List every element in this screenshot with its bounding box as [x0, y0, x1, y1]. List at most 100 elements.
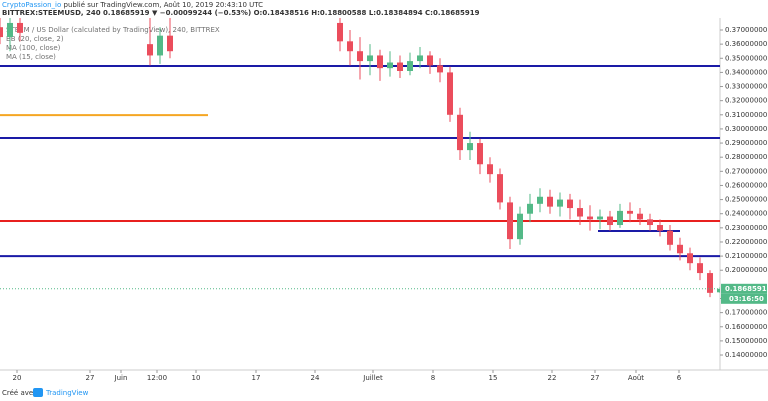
candle-body: [657, 225, 663, 231]
candle-body: [667, 230, 673, 245]
candle-body: [487, 164, 493, 175]
y-tick-label: 0.14000000: [725, 351, 767, 359]
countdown-label: 03:16:50: [729, 295, 764, 303]
x-tick-label: Août: [628, 374, 644, 382]
header-line: CryptoPassion_io publié sur TradingView.…: [2, 1, 263, 9]
candle-body: [637, 213, 643, 220]
candle-body: [337, 22, 343, 42]
last-price-label: 0.18685919: [725, 285, 768, 293]
candle-body: [547, 196, 553, 207]
y-tick-label: 0.33000000: [725, 83, 767, 91]
candle-body: [0, 27, 3, 38]
candle-body: [457, 114, 463, 151]
x-tick-label: 27: [591, 374, 600, 382]
candle-body: [577, 208, 583, 217]
candle-body: [507, 202, 513, 240]
x-tick-label: 10: [192, 374, 201, 382]
candle-body: [167, 35, 173, 52]
y-tick-label: 0.30000000: [725, 125, 767, 133]
y-tick-label: 0.36000000: [725, 40, 767, 48]
candle-body: [717, 288, 720, 293]
x-tick-label: 8: [431, 374, 435, 382]
candle-body: [357, 51, 363, 62]
legend-entry: MA (15, close): [6, 53, 56, 61]
legend-entry: STEEM / US Dollar (calculated by Trading…: [6, 26, 220, 34]
candle-body: [477, 143, 483, 165]
candle-body: [347, 41, 353, 52]
y-tick-label: 0.26000000: [725, 181, 767, 189]
y-tick-label: 0.31000000: [725, 111, 767, 119]
y-tick-label: 0.37000000: [725, 26, 767, 34]
y-tick-label: 0.20000000: [725, 266, 767, 274]
y-tick-label: 0.25000000: [725, 196, 767, 204]
y-tick-label: 0.23000000: [725, 224, 767, 232]
plot: [0, 18, 720, 298]
y-tick-label: 0.28000000: [725, 153, 767, 161]
y-tick-label: 0.29000000: [725, 139, 767, 147]
y-tick-label: 0.32000000: [725, 97, 767, 105]
candle-body: [7, 22, 13, 38]
x-tick-label: 22: [548, 374, 557, 382]
candle-body: [377, 55, 383, 69]
candle-body: [397, 62, 403, 71]
countdown-box: [721, 293, 767, 304]
x-tick-label: 6: [677, 374, 682, 382]
candle-body: [567, 199, 573, 209]
candle-body: [647, 219, 653, 226]
candle-body: [407, 61, 413, 71]
candle-body: [157, 35, 163, 56]
candle-body: [677, 244, 683, 254]
logo-icon: [33, 388, 43, 397]
candle-body: [607, 216, 613, 226]
candle-body: [687, 253, 693, 264]
candle-body: [617, 210, 623, 226]
legend-entry: MA (100, close): [6, 44, 61, 52]
candle-body: [447, 72, 453, 115]
candle-body: [147, 44, 153, 56]
last-price-box: [721, 283, 767, 294]
candle-body: [587, 216, 593, 220]
candle-body: [707, 273, 713, 293]
candle-body: [527, 203, 533, 214]
candle-body: [697, 263, 703, 274]
symbol-line: BITTREX:STEEMUSD, 240 0.18685919 ▼ −0.00…: [2, 9, 480, 17]
candle-body: [557, 199, 563, 207]
candle-body: [467, 143, 473, 151]
published: publié sur TradingView.com, Août 10, 201…: [64, 1, 264, 9]
y-tick-label: 0.22000000: [725, 238, 767, 246]
x-tick-label: 20: [13, 374, 22, 382]
y-tick-label: 0.34000000: [725, 68, 767, 76]
y-tick-label: 0.24000000: [725, 210, 767, 218]
candle-body: [367, 55, 373, 62]
legend: STEEM / US Dollar (calculated by Trading…: [6, 26, 220, 61]
candle-body: [517, 213, 523, 240]
x-tick-label: 27: [86, 374, 95, 382]
legend-entry: BB (20, close, 2): [6, 35, 64, 43]
footer-created: Créé avec: [2, 389, 37, 397]
x-tick-label: Juin: [114, 374, 128, 382]
candle-body: [387, 62, 393, 69]
y-tick-label: 0.35000000: [725, 54, 767, 62]
candle-body: [17, 22, 23, 33]
candle-body: [417, 55, 423, 62]
x-tick-label: 24: [311, 374, 320, 382]
x-tick-label: Juillet: [362, 374, 383, 382]
candle-body: [597, 216, 603, 220]
candle-body: [427, 55, 433, 66]
x-tick-label: 12:00: [147, 374, 167, 382]
y-tick-label: 0.17000000: [725, 309, 767, 317]
x-tick-label: 15: [489, 374, 498, 382]
y-tick-label: 0.21000000: [725, 252, 767, 260]
candle-body: [437, 65, 443, 73]
candle-body: [537, 196, 543, 204]
y-tick-label: 0.27000000: [725, 167, 767, 175]
candle-body: [497, 174, 503, 203]
author: CryptoPassion_io: [2, 1, 61, 9]
footer-brand: TradingView: [45, 389, 89, 397]
y-tick-label: 0.15000000: [725, 337, 767, 345]
x-tick-label: 17: [252, 374, 261, 382]
candle-body: [627, 210, 633, 214]
y-tick-label: 0.16000000: [725, 323, 767, 331]
